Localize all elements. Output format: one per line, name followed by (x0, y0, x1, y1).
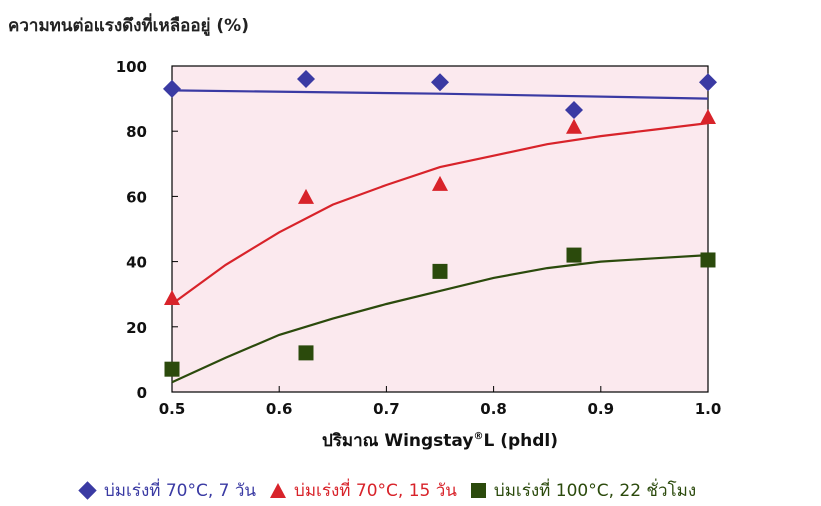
diamond-point (297, 70, 315, 89)
plot-area (171, 65, 709, 393)
legend-label: บ่มเร่งที่ 70°C, 7 วัน (104, 480, 257, 501)
triangle-marker-icon (270, 482, 287, 498)
triangle-point (566, 118, 582, 134)
x-axis-title: ปริมาณ Wingstay®L (phdl) (322, 431, 558, 451)
x-tick-label: 0.5 (159, 400, 186, 418)
y-tick-label: 0 (137, 384, 147, 402)
diamond-point (431, 73, 449, 92)
x-tick-label: 0.8 (480, 400, 507, 418)
square-point (700, 252, 716, 268)
triangle-point (432, 175, 448, 191)
y-tick-label: 20 (126, 319, 147, 337)
square-point (164, 361, 180, 377)
legend-item-100c-22hours: บ่มเร่งที่ 100°C, 22 ชั่วโมง (470, 477, 697, 504)
triangle-point (298, 188, 314, 204)
fit-line-series-0 (171, 89, 709, 100)
x-tick-label: 0.6 (266, 400, 293, 418)
x-axis-title-main: ปริมาณ Wingstay (322, 431, 474, 451)
legend-label: บ่มเร่งที่ 70°C, 15 วัน (294, 480, 457, 501)
fit-line-series-2 (171, 254, 709, 384)
diamond-marker-icon (78, 480, 97, 500)
y-tick-label: 80 (126, 123, 147, 141)
x-axis-title-sup: ® (473, 431, 483, 442)
diamond-point (699, 73, 717, 92)
x-tick-label: 0.7 (373, 400, 400, 418)
legend-item-70c-7days: บ่มเร่งที่ 70°C, 7 วัน (78, 477, 256, 504)
diamond-point (163, 79, 181, 98)
y-axis-title: ความทนต่อแรงดึงที่เหลืออยู่ (%) (8, 16, 249, 36)
y-tick-label: 60 (126, 188, 147, 206)
legend-label: บ่มเร่งที่ 100°C, 22 ชั่วโมง (493, 480, 697, 501)
x-tick-label: 0.9 (588, 400, 615, 418)
diamond-point (565, 101, 583, 120)
y-tick-label: 40 (126, 254, 147, 272)
legend-item-70c-15days: บ่มเร่งที่ 70°C, 15 วัน (270, 477, 457, 504)
triangle-point (700, 109, 716, 125)
chart: 0 20 40 60 80 100 0.5 0.6 0.7 0.8 0.9 1.0 ปริมาณ Wi… (116, 58, 722, 451)
square-point (432, 263, 448, 279)
square-marker-icon (470, 482, 486, 498)
y-tick-label: 100 (116, 58, 147, 76)
square-point (298, 345, 314, 361)
square-point (566, 247, 582, 263)
x-tick-label: 1.0 (695, 400, 722, 418)
legend: บ่มเร่งที่ 70°C, 7 วัน บ่มเร่งที่ 70°C, … (78, 478, 710, 502)
fit-line-series-1 (171, 122, 709, 305)
x-axis-title-tail: L (phdl) (483, 431, 558, 451)
triangle-point (164, 289, 180, 305)
